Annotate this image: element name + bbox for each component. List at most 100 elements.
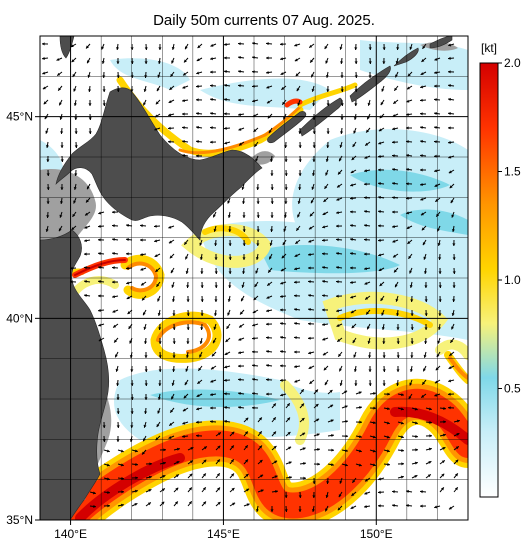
current-arrow xyxy=(84,239,91,243)
current-arrow xyxy=(199,337,203,344)
current-arrow xyxy=(355,463,362,467)
current-arrow xyxy=(225,337,231,343)
current-arrow xyxy=(223,406,231,410)
current-arrow xyxy=(168,239,175,244)
current-arrow xyxy=(223,56,231,60)
current-arrow xyxy=(214,281,218,289)
current-arrow xyxy=(223,70,231,74)
current-arrow xyxy=(422,43,427,50)
current-arrow xyxy=(130,43,134,51)
current-arrow xyxy=(155,99,161,105)
current-arrow xyxy=(335,280,343,284)
current-arrow xyxy=(243,503,250,507)
current-arrow xyxy=(349,280,357,284)
current-arrow xyxy=(209,126,217,130)
current-arrow xyxy=(279,350,287,354)
current-arrow xyxy=(282,239,287,246)
current-arrow xyxy=(354,379,358,387)
current-arrow xyxy=(223,42,231,46)
current-arrow xyxy=(102,71,106,79)
current-arrow xyxy=(197,365,203,372)
current-arrow xyxy=(74,127,78,135)
current-arrow xyxy=(369,435,376,439)
current-arrow xyxy=(279,294,287,298)
current-arrow xyxy=(327,389,333,395)
current-arrow xyxy=(382,351,386,359)
current-arrow xyxy=(210,43,217,47)
current-arrow xyxy=(72,211,77,218)
current-arrow xyxy=(336,323,343,327)
current-arrow xyxy=(368,365,372,373)
current-arrow xyxy=(368,379,372,387)
current-arrow xyxy=(243,431,249,437)
current-arrow xyxy=(367,99,371,106)
current-arrow xyxy=(184,379,189,386)
current-arrow xyxy=(126,281,133,285)
current-arrow xyxy=(60,183,64,191)
current-arrow xyxy=(307,266,315,270)
current-arrow xyxy=(324,379,329,386)
current-arrow xyxy=(311,85,315,92)
current-arrow xyxy=(214,295,218,303)
current-arrow xyxy=(59,113,63,120)
current-arrow xyxy=(111,224,119,228)
current-arrow xyxy=(171,57,175,64)
current-arrow xyxy=(405,140,413,144)
current-arrow xyxy=(156,85,161,92)
current-arrow xyxy=(349,224,357,228)
current-arrow xyxy=(382,57,386,65)
current-arrow xyxy=(312,491,316,499)
current-arrow xyxy=(283,113,287,120)
current-arrow xyxy=(420,85,427,89)
current-arrow xyxy=(382,337,386,345)
current-arrow xyxy=(325,57,329,64)
current-arrow xyxy=(117,490,125,494)
current-arrow xyxy=(223,98,231,102)
current-arrow xyxy=(280,393,287,397)
current-arrow xyxy=(141,449,147,455)
current-arrow xyxy=(307,322,315,326)
current-arrow xyxy=(129,435,133,442)
kuroshio-extension xyxy=(47,378,468,520)
current-arrow xyxy=(378,127,385,132)
current-arrow xyxy=(405,489,413,493)
current-arrow xyxy=(46,169,50,177)
current-arrow xyxy=(145,488,152,493)
current-arrow xyxy=(215,472,221,479)
current-arrow xyxy=(242,267,246,275)
current-arrow xyxy=(111,251,119,256)
current-arrow xyxy=(324,183,329,190)
current-arrow xyxy=(452,253,456,261)
current-arrow xyxy=(437,323,441,331)
lon-tick-label: 145°E xyxy=(207,527,240,541)
current-arrow xyxy=(126,295,133,300)
current-arrow xyxy=(257,459,263,465)
paramushir-island xyxy=(429,36,453,49)
current-arrow xyxy=(308,225,315,230)
current-arrow xyxy=(377,182,385,186)
current-arrow xyxy=(438,267,442,275)
current-arrow xyxy=(280,57,287,61)
current-arrow xyxy=(170,267,175,274)
current-arrow xyxy=(103,504,111,508)
current-arrow xyxy=(321,238,329,242)
current-arrow xyxy=(355,391,362,395)
current-arrow xyxy=(381,323,385,330)
current-arrow xyxy=(423,253,427,260)
current-vectors xyxy=(41,41,460,513)
current-arrow xyxy=(227,211,231,218)
current-arrow xyxy=(144,407,148,415)
current-arrow xyxy=(352,477,357,484)
current-arrow xyxy=(182,421,189,425)
current-arrow xyxy=(364,295,371,300)
current-arrow xyxy=(310,197,315,204)
current-arrow xyxy=(227,309,231,316)
current-arrow xyxy=(167,140,175,144)
current-arrow xyxy=(237,98,245,102)
current-arrow xyxy=(112,323,119,328)
current-arrow xyxy=(369,391,377,396)
current-arrow xyxy=(254,281,259,288)
current-arrow xyxy=(284,197,288,205)
current-arrow xyxy=(103,477,110,481)
current-arrow xyxy=(143,421,147,428)
